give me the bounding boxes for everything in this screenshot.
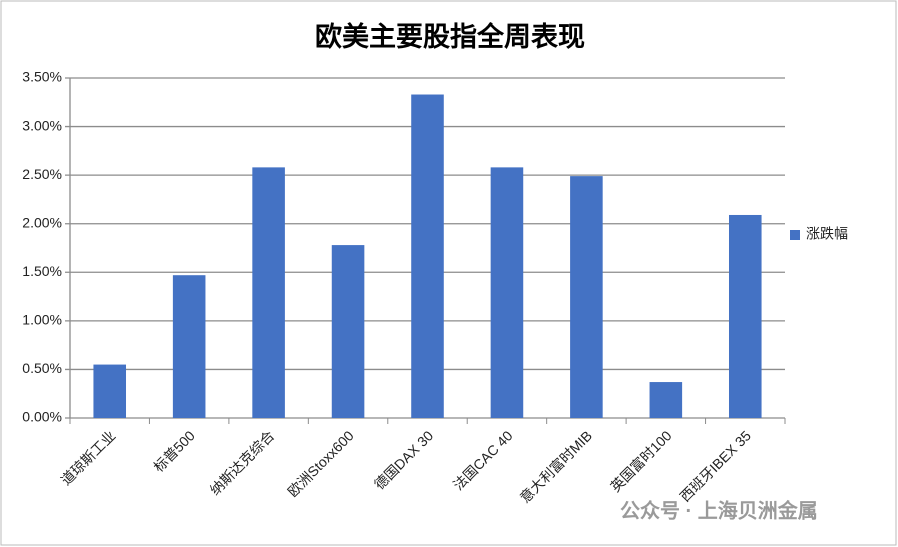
bar [570, 176, 603, 418]
y-tick-label: 3.00% [22, 117, 62, 133]
watermark: 公众号 · 上海贝洲金属 [620, 498, 818, 522]
bar [331, 245, 365, 418]
y-tick-label: 0.50% [22, 360, 62, 376]
legend-swatch [790, 230, 800, 240]
y-tick-label: 3.50% [22, 69, 62, 85]
bar [252, 167, 285, 418]
y-tick-label: 0.00% [22, 409, 62, 425]
bar [728, 214, 762, 418]
legend-label: 涨跌幅 [806, 226, 848, 242]
bar [411, 94, 444, 418]
y-tick-label: 1.00% [22, 312, 62, 328]
bar [172, 275, 206, 418]
bar [93, 364, 127, 418]
y-tick-label: 1.50% [22, 263, 62, 279]
bar [490, 167, 524, 418]
y-tick-label: 2.50% [22, 166, 62, 182]
bar [649, 382, 683, 418]
chart-title: 欧美主要股指全周表现 [315, 21, 585, 52]
y-tick-label: 2.00% [22, 214, 62, 230]
